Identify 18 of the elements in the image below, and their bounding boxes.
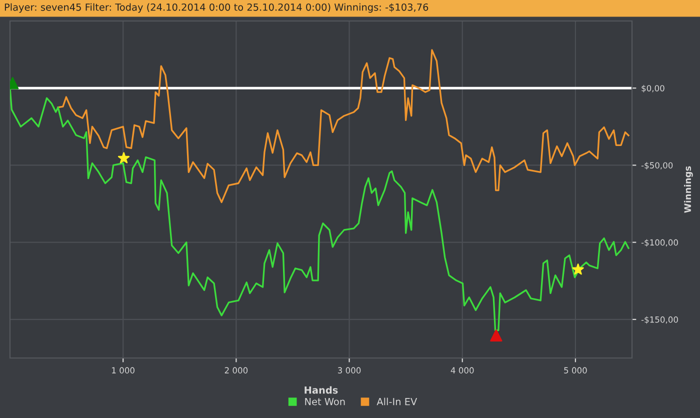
y-tick-label: -$50,00 — [641, 162, 673, 170]
x-axis-title: Hands — [304, 386, 338, 394]
legend-label: All-In EV — [376, 398, 418, 406]
y-tick-label: -$150,00 — [641, 316, 678, 324]
x-tick-label: 1 000 — [112, 367, 134, 374]
y-tick-label: -$100,00 — [641, 239, 678, 247]
chart-title: Player: seven45 Filter: Today (24.10.2014 0:00 to 25.10.2014 0:00) Winnings: -$103,76 — [4, 3, 428, 13]
x-tick-label: 3 000 — [338, 367, 361, 374]
y-axis-title: Winnings — [684, 166, 693, 213]
x-tick-label: 5 000 — [564, 367, 587, 374]
y-tick-label: $0,00 — [642, 84, 664, 92]
x-tick-label: 2 000 — [224, 367, 248, 374]
line-series — [57, 49, 630, 204]
x-tick-label: 4 000 — [450, 367, 474, 374]
point — [118, 152, 130, 164]
point — [490, 329, 502, 342]
legend-label: Net Won — [305, 398, 345, 406]
point — [572, 264, 584, 275]
